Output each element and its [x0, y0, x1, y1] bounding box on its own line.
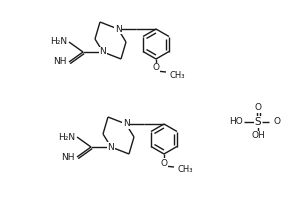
Text: S: S [255, 117, 261, 127]
Text: N: N [108, 143, 114, 152]
Text: OH: OH [251, 132, 265, 141]
Text: CH₃: CH₃ [177, 165, 192, 174]
Text: HO: HO [229, 118, 243, 126]
Text: NH: NH [54, 58, 67, 67]
Text: N: N [100, 48, 106, 57]
Text: O: O [152, 63, 159, 72]
Text: N: N [115, 24, 121, 33]
Text: O: O [161, 159, 167, 167]
Text: O: O [255, 103, 262, 112]
Text: O: O [273, 118, 280, 126]
Text: NH: NH [62, 153, 75, 162]
Text: CH₃: CH₃ [169, 71, 185, 80]
Text: H₂N: H₂N [50, 38, 67, 47]
Text: N: N [123, 120, 129, 129]
Text: H₂N: H₂N [58, 133, 75, 142]
